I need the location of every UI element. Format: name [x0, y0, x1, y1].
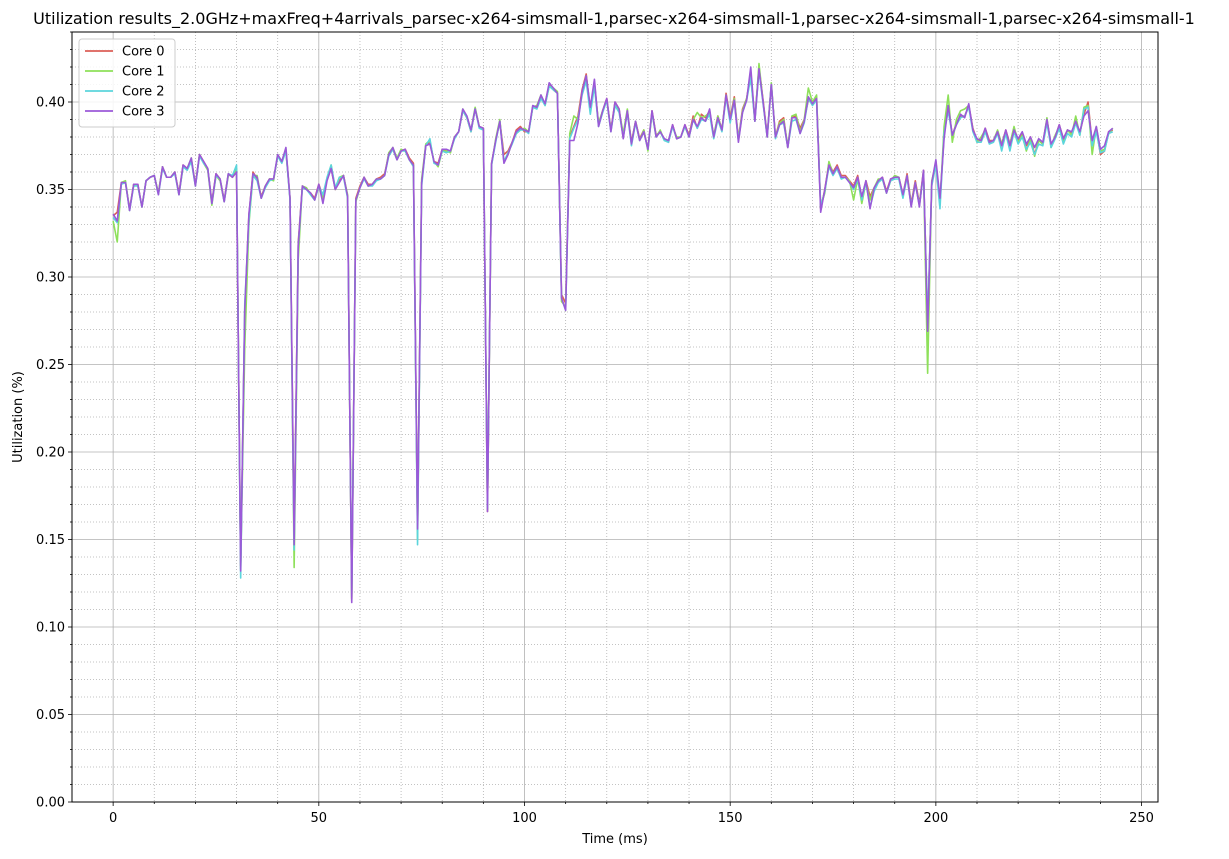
y-tick-label: 0.00 [36, 796, 65, 811]
y-tick-label: 0.40 [36, 96, 65, 111]
chart-title: Utilization results_2.0GHz+maxFreq+4arri… [33, 9, 1195, 29]
x-axis: 0 50 100 150 200 250 [109, 802, 1154, 826]
series-line-core-3 [112, 66, 1114, 604]
series-line-core-0 [112, 66, 1114, 600]
y-tick-label: 0.25 [36, 358, 65, 373]
x-tick-label: 250 [1129, 811, 1154, 826]
legend-label: Core 0 [122, 45, 165, 60]
legend-label: Core 1 [122, 65, 165, 80]
x-tick-label: 200 [923, 811, 948, 826]
legend-label: Core 2 [122, 85, 165, 100]
y-tick-label: 0.15 [36, 533, 65, 548]
y-axis: 0.00 0.05 0.10 0.15 0.20 0.25 0.30 0.35 0.40 [36, 31, 72, 811]
series-lines [112, 62, 1114, 604]
legend: Core 0 Core 1 Core 2 Core 3 [78, 38, 176, 128]
series-line-core-2 [112, 69, 1114, 599]
y-tick-label: 0.30 [36, 271, 65, 286]
y-tick-label: 0.35 [36, 183, 65, 198]
series-line-core-1 [112, 62, 1114, 602]
legend-box [78, 38, 176, 128]
y-axis-label: Utilization (%) [11, 371, 26, 463]
minor-grid [72, 31, 1158, 802]
legend-label: Core 3 [122, 105, 165, 120]
x-tick-label: 150 [718, 811, 743, 826]
y-tick-label: 0.05 [36, 708, 65, 723]
x-tick-label: 100 [512, 811, 537, 826]
x-tick-label: 50 [311, 811, 328, 826]
y-tick-label: 0.20 [36, 446, 65, 461]
y-tick-label: 0.10 [36, 621, 65, 636]
x-axis-label: Time (ms) [581, 832, 648, 847]
x-tick-label: 0 [109, 811, 117, 826]
